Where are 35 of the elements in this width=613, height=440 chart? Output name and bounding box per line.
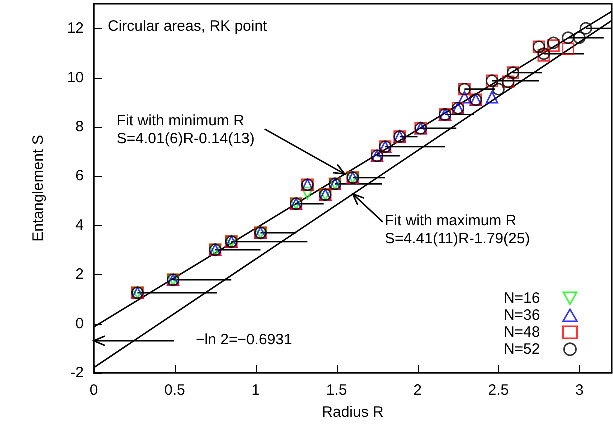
y-tick-label: 2 (76, 266, 84, 284)
legend-label: N=48 (504, 324, 540, 341)
x-tick-label: 0 (90, 382, 98, 399)
point (486, 91, 498, 104)
x-tick-label: 2 (414, 382, 422, 399)
point (301, 187, 314, 200)
annotation: Fit with maximum R S=4.41(11)R-1.79(25) (385, 212, 530, 248)
y-tick-label: 8 (76, 118, 84, 136)
y-tick-label: 6 (76, 168, 84, 185)
point (580, 22, 592, 35)
point (573, 32, 586, 44)
point (458, 91, 471, 104)
x-axis-title: Radius R (322, 404, 384, 421)
point (547, 36, 560, 50)
point (562, 42, 575, 56)
point (562, 32, 575, 44)
point (547, 40, 560, 52)
y-tick-label: 10 (67, 69, 84, 86)
legend-label: N=16 (504, 290, 540, 307)
y-tick-label: 12 (67, 20, 84, 38)
y-tick-label: -2 (70, 364, 84, 382)
y-tick-label: 0 (76, 315, 84, 332)
y-axis-title: Entanglement S (30, 135, 47, 242)
legend-label: N=52 (504, 341, 540, 358)
x-tick-label: 2.5 (488, 382, 510, 399)
annotation: Fit with minimum R S=4.01(6)R-0.14(13) (116, 112, 255, 148)
legend-label: N=36 (504, 307, 540, 324)
text: Circular areas, RK point (108, 18, 268, 35)
x-tick-label: 0.5 (164, 382, 186, 399)
x-tick-label: 1.5 (326, 382, 348, 399)
y-tick-label: 4 (76, 216, 84, 234)
x-tick-label: 3 (575, 382, 584, 399)
annotation: −ln 2=−0.6931 (196, 332, 292, 348)
x-tick-label: 1 (252, 382, 260, 399)
point (492, 83, 505, 96)
